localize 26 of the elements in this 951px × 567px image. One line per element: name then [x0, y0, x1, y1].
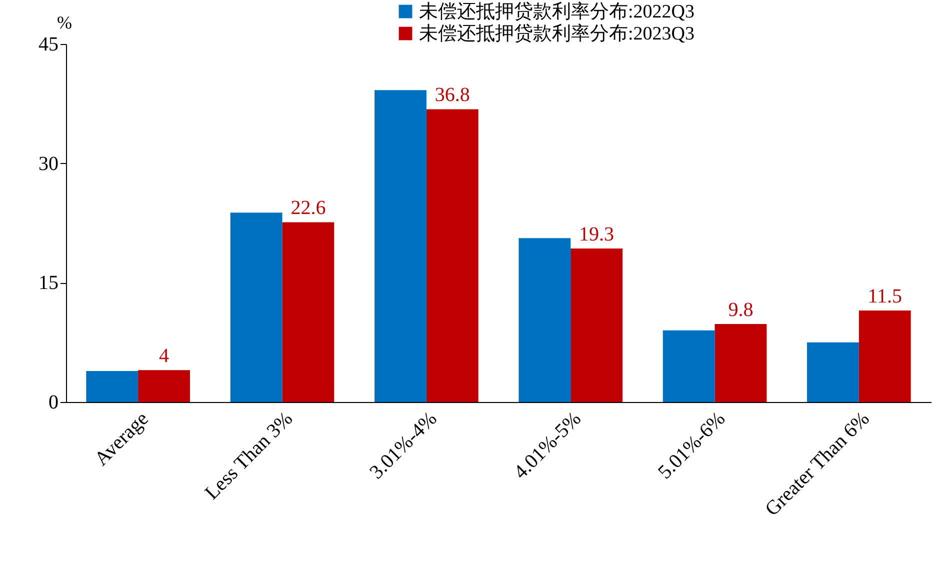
y-tick-label: 15	[38, 272, 58, 294]
bar	[426, 109, 478, 402]
data-label: 11.5	[868, 286, 902, 308]
bar	[858, 310, 911, 402]
bar	[282, 222, 334, 402]
data-label: 4	[159, 345, 170, 368]
y-tick-label: 30	[38, 152, 58, 175]
bar	[518, 238, 571, 402]
bar	[374, 90, 426, 402]
bar	[230, 212, 282, 402]
bar	[86, 370, 138, 402]
data-label: 9.8	[728, 299, 754, 322]
legend-label: 未偿还抵押贷款利率分布:2022Q3	[419, 0, 694, 22]
bar	[807, 342, 859, 402]
bar	[138, 370, 190, 402]
data-label: 36.8	[434, 84, 470, 106]
x-tick-label: Less Than 3%	[200, 408, 298, 504]
bar	[662, 330, 715, 402]
legend-label: 未偿还抵押贷款利率分布:2023Q3	[419, 22, 694, 44]
bar	[570, 248, 622, 402]
y-tick-label: 45	[38, 34, 58, 56]
bar	[714, 324, 767, 402]
data-label: 19.3	[579, 223, 614, 246]
data-label: 22.6	[290, 197, 326, 220]
y-axis-title: %	[57, 12, 72, 32]
y-tick-label: 0	[48, 392, 58, 414]
